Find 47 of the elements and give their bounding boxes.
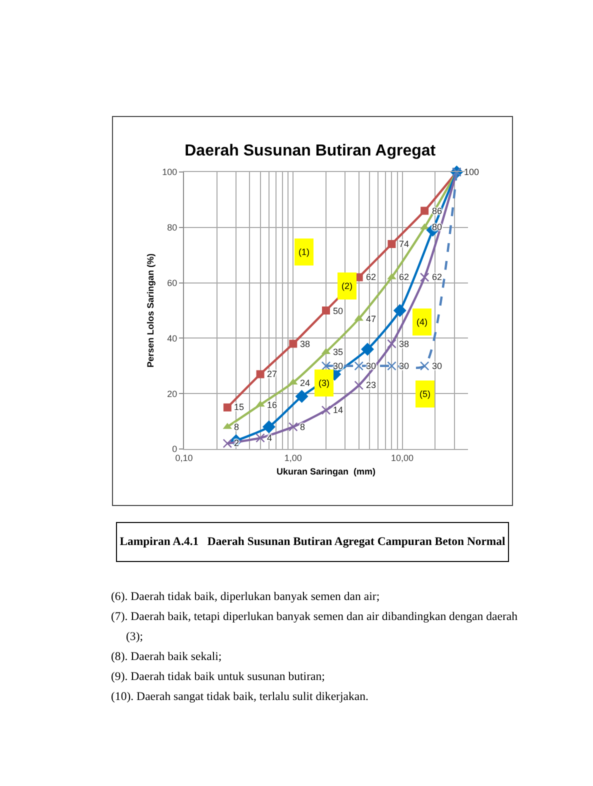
data-label: 24 xyxy=(300,378,310,388)
annotation: (2) xyxy=(342,281,352,291)
data-label: 35 xyxy=(333,347,344,357)
annotation: (1) xyxy=(298,247,310,257)
data-label: 74 xyxy=(399,239,410,249)
data-label: 80 xyxy=(432,222,442,232)
data-label: 50 xyxy=(333,306,344,316)
annotation: (5) xyxy=(420,389,430,399)
data-label: 30 xyxy=(366,361,376,371)
x-axis-title: Ukuran Saringan (mm) xyxy=(276,466,376,477)
annotation: (3) xyxy=(318,378,330,388)
y-axis-title: Persen Lolos Saringan (%) xyxy=(146,253,156,368)
x-tick-label: 10,00 xyxy=(391,452,414,463)
text: (7). Daerah baik, tetapi diperlukan banyak semen dan air dibandingkan dengan daerah (3); xyxy=(111,608,519,645)
data-label: 100 xyxy=(464,167,480,177)
x-tick-label: 0,10 xyxy=(175,452,193,463)
data-label: 14 xyxy=(333,405,344,415)
data-label: 8 xyxy=(234,422,240,432)
data-label: 2 xyxy=(234,438,240,448)
data-label: 4 xyxy=(267,433,272,443)
text: (10). Daerah sangat tidak baik, terlalu sulit dikerjakan. xyxy=(111,688,370,705)
text: (9). Daerah tidak baik untuk susunan butiran; xyxy=(111,668,326,685)
data-label: 62 xyxy=(366,272,376,282)
data-label: 86 xyxy=(432,206,442,216)
data-label: 62 xyxy=(432,272,442,282)
chart-title: Daerah Susunan Butiran Agregat xyxy=(184,142,436,160)
y-tick-label: 100 xyxy=(162,167,178,178)
data-label: 16 xyxy=(267,400,278,410)
y-tick-label: 40 xyxy=(167,333,178,344)
data-label: 47 xyxy=(366,314,376,324)
text: (6). Daerah tidak baik, diperlukan banyak semen dan air; xyxy=(111,588,381,605)
y-tick-label: 20 xyxy=(167,388,178,399)
y-tick-label: 0 xyxy=(172,444,178,454)
data-label: 8 xyxy=(300,422,306,432)
data-label: 23 xyxy=(366,380,376,390)
annotation: (4) xyxy=(416,317,428,327)
x-tick-label: 1,00 xyxy=(284,452,302,463)
data-label: 30 xyxy=(333,361,344,371)
data-label: 62 xyxy=(399,272,410,282)
data-label: 27 xyxy=(267,369,278,379)
data-label: 38 xyxy=(300,339,310,349)
y-tick-label: 60 xyxy=(167,278,178,288)
y-tick-label: 80 xyxy=(167,222,178,233)
data-label: 15 xyxy=(234,402,244,412)
data-label: 30 xyxy=(432,361,442,371)
text: (8). Daerah baik sekali; xyxy=(111,648,223,665)
data-label: 38 xyxy=(399,339,410,349)
